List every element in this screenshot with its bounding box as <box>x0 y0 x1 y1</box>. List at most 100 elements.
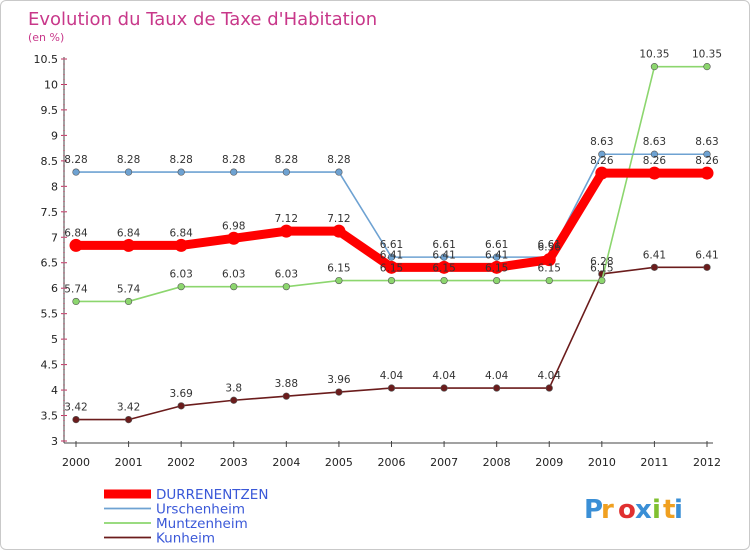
y-tick-label: 5.5 <box>41 308 59 321</box>
data-point <box>177 402 185 410</box>
legend: DURRENENTZENUrschenheimMuntzenheimKunhei… <box>104 487 268 547</box>
data-label: 5.74 <box>117 283 141 295</box>
data-label: 8.63 <box>643 136 666 148</box>
data-point <box>282 168 290 176</box>
data-label: 6.84 <box>169 227 193 239</box>
y-tick-label: 3.5 <box>41 410 59 423</box>
logo-letter: r <box>601 495 614 525</box>
legend-label: Urschenheim <box>156 502 245 518</box>
data-point <box>437 260 451 274</box>
data-point <box>385 260 398 274</box>
chart-subtitle: (en %) <box>28 31 64 44</box>
data-point <box>230 283 238 291</box>
data-label: 4.04 <box>432 370 456 382</box>
data-point <box>174 238 188 252</box>
legend-label: Kunheim <box>156 531 215 547</box>
data-label: 6.15 <box>485 263 508 275</box>
data-label: 3.88 <box>275 378 298 390</box>
data-point <box>703 150 711 158</box>
data-labels: 6.84 6.84 6.84 6.98 7.12 7.12 6.41 6.41 6.41 6.56… <box>64 49 722 414</box>
data-label: 8.28 <box>222 154 245 166</box>
data-point <box>122 238 136 252</box>
y-tick-label: 5 <box>51 333 58 346</box>
data-point <box>440 276 448 285</box>
data-label: 4.04 <box>485 370 509 382</box>
y-ticks: 3 3.5 4 4.5 5 5.5 6 6.5 7 7.5 8 8.5 9 9.5 10 10.5 <box>34 53 67 448</box>
logo-letter: t <box>663 495 675 525</box>
y-tick-label: 3 <box>51 435 58 448</box>
data-label: 6.41 <box>380 249 403 261</box>
data-label: 8.28 <box>169 154 192 166</box>
data-label: 4.04 <box>538 370 562 382</box>
data-label: 8.28 <box>117 154 140 166</box>
data-label: 5.74 <box>64 283 88 295</box>
data-point <box>598 276 606 285</box>
data-point <box>177 168 185 176</box>
logo-letter: P <box>584 495 603 525</box>
data-label: 6.84 <box>117 227 141 239</box>
data-point <box>335 388 343 396</box>
x-tick-label: 2011 <box>640 456 668 469</box>
y-tick-label: 9 <box>51 129 58 142</box>
x-tick-label: 2002 <box>167 456 195 469</box>
legend-label: Muntzenheim <box>156 516 248 532</box>
data-point <box>703 263 711 271</box>
data-label: 6.41 <box>432 249 455 261</box>
x-tick-label: 2006 <box>378 456 406 469</box>
data-point <box>545 276 553 285</box>
y-tick-label: 6 <box>51 282 58 295</box>
x-tick-label: 2007 <box>430 456 458 469</box>
data-point <box>440 253 448 261</box>
y-tick-label: 8 <box>51 180 58 193</box>
data-label: 8.26 <box>695 155 719 167</box>
data-label: 6.15 <box>432 263 455 275</box>
data-point <box>124 297 133 306</box>
data-label: 6.41 <box>695 249 718 261</box>
x-tick-label: 2001 <box>115 456 143 469</box>
data-point <box>387 276 396 285</box>
data-label: 10.35 <box>639 49 669 61</box>
data-point <box>387 384 396 392</box>
data-point <box>230 396 238 404</box>
data-label: 6.98 <box>222 220 245 232</box>
data-point <box>650 263 659 271</box>
logo-letter: i <box>674 495 683 525</box>
data-point <box>493 276 501 285</box>
y-tick-label: 10 <box>44 78 58 91</box>
data-label: 8.63 <box>590 136 613 148</box>
data-point <box>440 384 448 392</box>
data-point <box>282 392 290 400</box>
data-point <box>332 224 346 238</box>
chart-title: Evolution du Taux de Taxe d'Habitation <box>28 9 377 30</box>
x-tick-label: 2008 <box>483 456 511 469</box>
data-label: 6.61 <box>538 239 561 251</box>
data-point <box>493 384 501 392</box>
data-point <box>69 238 83 252</box>
data-point <box>227 231 241 245</box>
data-point <box>650 150 659 158</box>
data-label: 6.61 <box>485 239 508 251</box>
proxiti-logo: Pr o x i ti <box>584 495 683 525</box>
data-point <box>282 283 290 291</box>
data-label: 6.03 <box>275 269 298 281</box>
data-label: 6.84 <box>64 227 88 239</box>
logo-letter: x <box>635 495 652 525</box>
data-label: 3.8 <box>225 382 242 394</box>
data-point <box>647 166 661 180</box>
data-point <box>703 63 711 71</box>
data-point <box>545 384 553 392</box>
data-point <box>279 224 293 238</box>
data-point <box>230 168 238 176</box>
data-point <box>595 166 609 180</box>
data-label: 6.61 <box>380 239 403 251</box>
y-tick-label: 4 <box>51 384 58 397</box>
data-label: 6.41 <box>643 249 666 261</box>
data-point <box>490 260 504 274</box>
data-point <box>335 276 343 285</box>
data-label: 3.69 <box>169 388 192 400</box>
data-point <box>335 168 343 176</box>
data-label: 6.28 <box>590 256 613 268</box>
data-label: 3.42 <box>64 402 87 414</box>
